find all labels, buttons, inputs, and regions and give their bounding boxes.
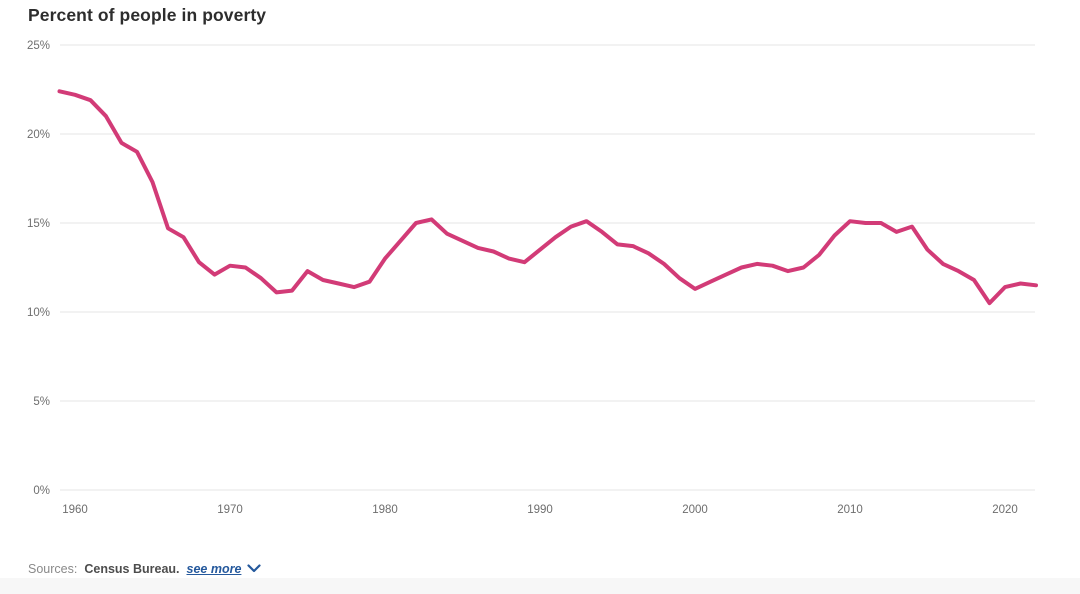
page-title: Percent of people in poverty	[28, 5, 267, 25]
x-tick-label: 1970	[217, 504, 243, 516]
x-axis-labels: 1960 1970 1980 1990 2000 2010 2020	[62, 504, 1018, 516]
y-tick-label: 5%	[33, 396, 50, 408]
x-tick-label: 1990	[527, 504, 553, 516]
y-tick-label: 10%	[27, 307, 50, 319]
y-tick-label: 15%	[27, 218, 50, 230]
x-tick-label: 1980	[372, 504, 398, 516]
sources-row: Sources: Census Bureau. see more	[28, 561, 262, 578]
y-axis-labels: 0% 5% 10% 15% 20% 25%	[27, 40, 50, 497]
y-tick-label: 0%	[33, 485, 50, 497]
x-tick-label: 1960	[62, 504, 88, 516]
x-tick-label: 2000	[682, 504, 708, 516]
y-tick-label: 20%	[27, 129, 50, 141]
x-tick-label: 2010	[837, 504, 863, 516]
source-name: Census Bureau.	[84, 562, 180, 576]
chevron-down-icon	[247, 561, 262, 578]
x-tick-label: 2020	[992, 504, 1018, 516]
footer-band	[0, 578, 1080, 594]
see-more-link[interactable]: see more	[187, 561, 262, 578]
see-more-label: see more	[186, 562, 242, 576]
poverty-line-chart: 0% 5% 10% 15% 20% 25% 1960 1970 1980 1990 2000 201…	[27, 40, 1038, 516]
sources-label: Sources:	[28, 562, 78, 576]
y-tick-label: 25%	[27, 40, 50, 52]
poverty-rate-line	[57, 89, 1038, 306]
